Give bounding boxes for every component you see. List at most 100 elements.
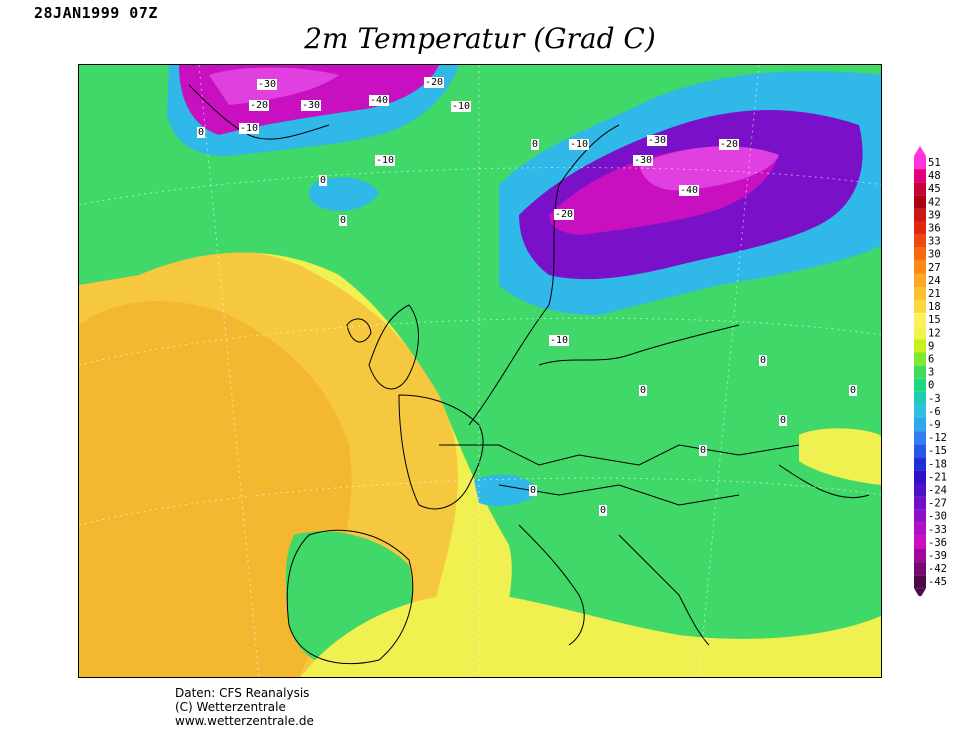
legend-tick-label: -42 <box>928 563 947 575</box>
legend-swatch <box>914 470 926 484</box>
contour-label: 0 <box>759 355 768 366</box>
contour-label: -30 <box>257 79 278 90</box>
legend-swatch <box>914 326 926 340</box>
forecast-date: 28JAN1999 07Z <box>34 4 158 22</box>
contour-label: -40 <box>679 185 700 196</box>
legend-swatch <box>914 549 926 563</box>
temperature-map[interactable]: -30 -20 -10 0 -40 -30 -20 -10 0 -10 -30 -20 -40 -30 -2… <box>78 64 882 678</box>
contour-label: 0 <box>197 127 206 138</box>
legend-tick-label: 24 <box>928 275 941 287</box>
legend-tick-label: 33 <box>928 236 941 248</box>
legend-tick-label: 30 <box>928 249 941 261</box>
contour-label: -20 <box>424 77 445 88</box>
legend-tick-label: -39 <box>928 550 947 562</box>
legend-swatch <box>914 483 926 497</box>
legend-swatch <box>914 575 926 589</box>
legend-swatch <box>914 378 926 392</box>
contour-label: -20 <box>719 139 740 150</box>
map-canvas <box>79 65 881 677</box>
legend-swatch <box>914 208 926 222</box>
legend-tick-label: 12 <box>928 327 941 339</box>
legend-scale: 51484542393633302724211815129630-3-6-9-1… <box>914 146 947 596</box>
contour-label: 0 <box>531 139 540 150</box>
legend-swatch <box>914 496 926 510</box>
legend-tick-label: -3 <box>928 393 941 405</box>
legend-tick-label: -36 <box>928 537 947 549</box>
contour-label: -10 <box>549 335 570 346</box>
legend-swatch <box>914 404 926 418</box>
legend-tick-label: 42 <box>928 196 941 208</box>
credit-copyright: (C) Wetterzentrale <box>175 700 286 714</box>
legend-swatch <box>914 418 926 432</box>
legend-tick-label: 3 <box>928 367 934 379</box>
contour-label: 0 <box>699 445 708 456</box>
legend-swatch <box>914 300 926 314</box>
legend-swatch <box>914 457 926 471</box>
legend-tick-label: 48 <box>928 170 941 182</box>
legend-swatch <box>914 273 926 287</box>
legend-tick-label: 6 <box>928 354 934 366</box>
credit-data-source: Daten: CFS Reanalysis <box>175 686 310 700</box>
contour-label: -30 <box>633 155 654 166</box>
legend-tick-label: -45 <box>928 576 947 588</box>
contour-label: -40 <box>369 95 390 106</box>
legend-swatch <box>914 156 926 170</box>
legend-swatch <box>914 352 926 366</box>
legend-swatch <box>914 260 926 274</box>
contour-label: 0 <box>849 385 858 396</box>
contour-label: -20 <box>554 209 575 220</box>
legend-tick-label: -21 <box>928 471 947 483</box>
legend-swatch <box>914 391 926 405</box>
legend-swatch <box>914 169 926 183</box>
contour-label: 0 <box>529 485 538 496</box>
contour-label: 0 <box>339 215 348 226</box>
legend-swatch <box>914 535 926 549</box>
legend-swatch <box>914 444 926 458</box>
contour-label: -10 <box>239 123 260 134</box>
contour-label: -20 <box>249 100 270 111</box>
contour-label: -30 <box>301 100 322 111</box>
legend-tick-label: -6 <box>928 406 941 418</box>
legend-tick-label: 51 <box>928 157 941 169</box>
legend-tick-label: 27 <box>928 262 941 274</box>
legend-swatch <box>914 562 926 576</box>
contour-label: -10 <box>569 139 590 150</box>
map-title: 2m Temperatur (Grad C) <box>304 22 656 55</box>
legend-tick-label: 45 <box>928 183 941 195</box>
legend-swatch <box>914 234 926 248</box>
legend-tick-label: -27 <box>928 498 947 510</box>
contour-label: 0 <box>639 385 648 396</box>
legend-swatch <box>914 247 926 261</box>
legend-swatch <box>914 522 926 536</box>
contour-label: 0 <box>319 175 328 186</box>
legend-tick-label: -24 <box>928 485 947 497</box>
legend-tick-label: 21 <box>928 288 941 300</box>
legend-tick-label: 15 <box>928 314 941 326</box>
legend-swatch <box>914 339 926 353</box>
contour-label: 0 <box>779 415 788 426</box>
legend-swatch <box>914 431 926 445</box>
contour-label: 0 <box>599 505 608 516</box>
legend-tick-label: 36 <box>928 223 941 235</box>
contour-label: -10 <box>451 101 472 112</box>
contour-label: -10 <box>375 155 396 166</box>
legend-swatch <box>914 365 926 379</box>
legend-tick-label: 18 <box>928 301 941 313</box>
legend-swatch <box>914 182 926 196</box>
legend-swatch <box>914 221 926 235</box>
legend-swatch <box>914 287 926 301</box>
legend-tick-label: -9 <box>928 419 941 431</box>
legend-tick-label: -15 <box>928 445 947 457</box>
legend-tick-label: 0 <box>928 380 934 392</box>
contour-label: -30 <box>647 135 668 146</box>
legend-tick-label: 9 <box>928 340 934 352</box>
credits: Daten: CFS Reanalysis (C) Wetterzentrale… <box>175 686 314 728</box>
legend-swatch <box>914 509 926 523</box>
legend-tick-label: -30 <box>928 511 947 523</box>
legend-tick-label: 39 <box>928 209 941 221</box>
legend-top-arrow <box>914 146 926 156</box>
legend-tick-label: -18 <box>928 458 947 470</box>
legend-bottom-arrow <box>914 588 926 596</box>
legend-tick-label: -12 <box>928 432 947 444</box>
credit-url[interactable]: www.wetterzentrale.de <box>175 714 314 728</box>
